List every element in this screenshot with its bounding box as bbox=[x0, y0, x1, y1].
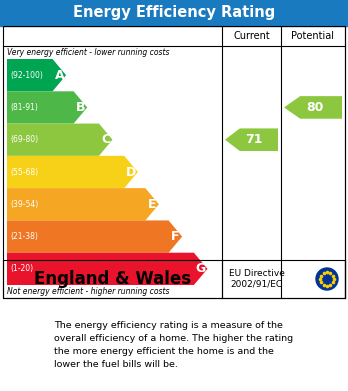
Polygon shape bbox=[7, 59, 66, 91]
Circle shape bbox=[316, 268, 338, 290]
Polygon shape bbox=[284, 96, 342, 119]
Text: Not energy efficient - higher running costs: Not energy efficient - higher running co… bbox=[7, 287, 169, 296]
Polygon shape bbox=[7, 156, 138, 188]
Text: 71: 71 bbox=[245, 133, 262, 146]
Text: E: E bbox=[148, 198, 156, 211]
Text: England & Wales: England & Wales bbox=[34, 270, 191, 288]
Text: 2002/91/EC: 2002/91/EC bbox=[230, 280, 283, 289]
Polygon shape bbox=[7, 253, 207, 285]
Polygon shape bbox=[7, 124, 112, 156]
Text: (81-91): (81-91) bbox=[10, 103, 38, 112]
Bar bbox=[3, 26, 345, 298]
Text: 80: 80 bbox=[307, 101, 324, 114]
Polygon shape bbox=[225, 128, 278, 151]
Text: (69-80): (69-80) bbox=[10, 135, 38, 144]
Polygon shape bbox=[7, 221, 182, 253]
Text: Current: Current bbox=[233, 31, 270, 41]
Text: F: F bbox=[171, 230, 180, 243]
Bar bbox=[3, 260, 345, 298]
Text: (21-38): (21-38) bbox=[10, 232, 38, 241]
Text: Energy Efficiency Rating: Energy Efficiency Rating bbox=[73, 5, 275, 20]
Bar bbox=[0, 0, 348, 26]
Text: (1-20): (1-20) bbox=[10, 264, 33, 273]
Text: EU Directive: EU Directive bbox=[229, 269, 284, 278]
Text: A: A bbox=[55, 69, 64, 82]
Text: The energy efficiency rating is a measure of the
overall efficiency of a home. T: The energy efficiency rating is a measur… bbox=[54, 321, 294, 369]
Text: B: B bbox=[76, 101, 85, 114]
Text: D: D bbox=[126, 165, 136, 179]
Text: (92-100): (92-100) bbox=[10, 71, 43, 80]
Text: (39-54): (39-54) bbox=[10, 200, 38, 209]
Polygon shape bbox=[7, 91, 87, 124]
Text: Very energy efficient - lower running costs: Very energy efficient - lower running co… bbox=[7, 48, 169, 57]
Text: C: C bbox=[101, 133, 110, 146]
Text: G: G bbox=[196, 262, 206, 275]
Text: (55-68): (55-68) bbox=[10, 167, 38, 176]
Polygon shape bbox=[7, 188, 159, 221]
Text: Potential: Potential bbox=[292, 31, 334, 41]
